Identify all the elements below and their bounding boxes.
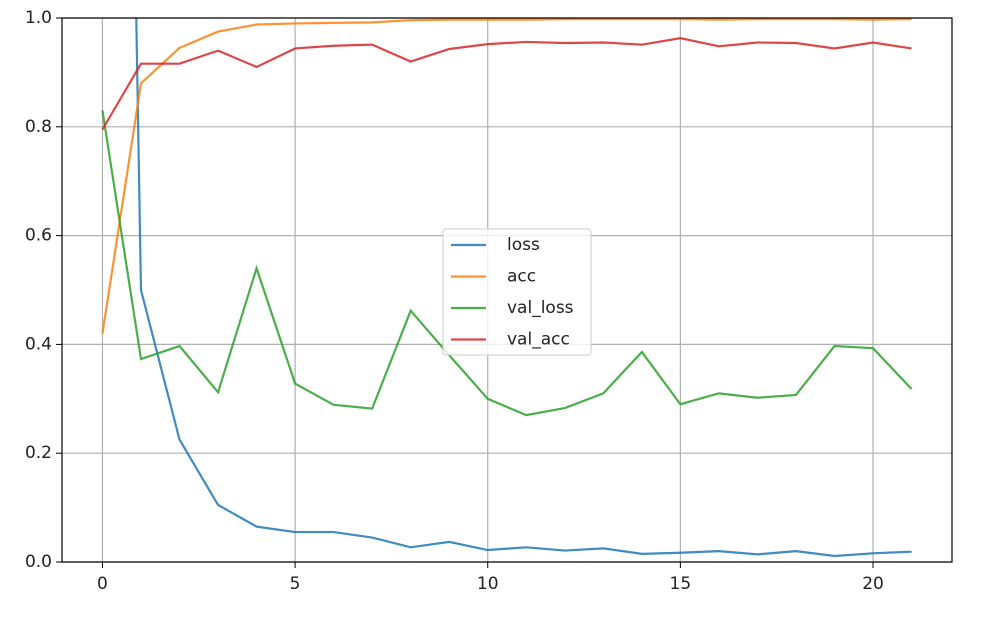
x-tick-label: 20: [862, 574, 884, 594]
plot-frame: [61, 17, 953, 563]
y-tick-label: 0.6: [25, 226, 52, 246]
legend-label: val_loss: [507, 298, 574, 318]
legend: loss acc val_loss val_acc: [442, 228, 592, 356]
y-tick-label: 1.0: [25, 8, 52, 28]
series-line: [101, 110, 913, 417]
legend-label: acc: [507, 267, 536, 287]
series-line: [101, 37, 912, 131]
y-tick-label: 0.0: [25, 552, 52, 572]
series-line: [101, 18, 912, 334]
x-tick-label: 0: [97, 574, 108, 594]
y-tick-label: 0.4: [25, 334, 52, 354]
legend-box: [442, 228, 592, 356]
legend-label: val_acc: [507, 330, 570, 350]
y-tick-label: 0.2: [25, 443, 52, 463]
legend-label: loss: [507, 235, 540, 255]
x-tick-label: 15: [670, 574, 692, 594]
series-line: [135, 18, 912, 558]
x-tick-label: 5: [290, 574, 301, 594]
ticks: 0.0 0.2 0.4 0.6 0.8 1.0 0 5 10 15 20: [25, 8, 884, 594]
x-tick-label: 10: [477, 574, 499, 594]
y-tick-label: 0.8: [25, 117, 52, 137]
plot-lines: [101, 18, 913, 558]
